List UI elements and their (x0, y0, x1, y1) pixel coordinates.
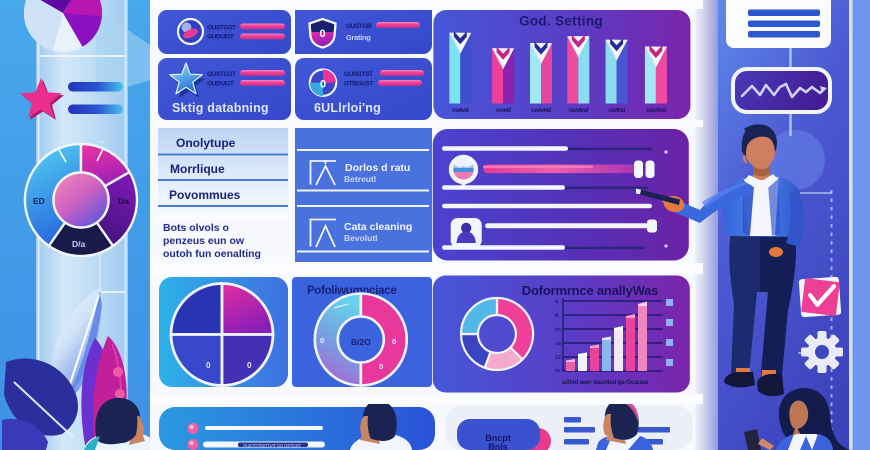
svg-text:D/a: D/a (72, 239, 86, 249)
svg-text:0: 0 (320, 79, 326, 91)
svg-text:ED: ED (33, 196, 45, 206)
svg-text:Grating: Grating (346, 33, 371, 42)
svg-text:12: 12 (555, 355, 561, 361)
svg-text:Betreutl: Betreutl (344, 174, 376, 184)
svg-text:cwvtnd: cwvtnd (569, 107, 589, 114)
svg-text:6ULlrloi'ng: 6ULlrloi'ng (314, 101, 381, 115)
svg-text:m: m (555, 368, 560, 374)
svg-text:cwtvnd: cwtvnd (531, 107, 551, 114)
svg-text:Bots olvols o: Bots olvols o (163, 222, 229, 234)
svg-text:Bevolutl: Bevolutl (344, 233, 378, 243)
svg-text:Dorlos d ratu: Dorlos d ratu (345, 162, 410, 174)
svg-text:Povommues: Povommues (169, 188, 241, 202)
svg-text:GUSTGST: GUSTGST (207, 25, 236, 32)
svg-text:0: 0 (320, 336, 324, 345)
svg-text:0: 0 (379, 362, 383, 371)
svg-text:cwnd: cwnd (496, 107, 511, 114)
svg-text:Doformrnce anallyWas: Doformrnce anallyWas (522, 283, 658, 298)
svg-text:outoh fun oenalting: outoh fun oenalting (163, 248, 261, 260)
svg-text:cwtnd: cwtnd (608, 107, 625, 114)
svg-text:GUSTGTESTGAT GG GSTGST: GUSTGTESTGAT GG GSTGST (243, 443, 301, 448)
svg-text:Cata cleaning: Cata cleaning (344, 221, 412, 233)
svg-text:God. Setting: God. Setting (519, 14, 603, 29)
svg-text:Da: Da (118, 196, 129, 206)
svg-text:cwtvd: cwtvd (452, 107, 468, 114)
svg-text:Sktig databning: Sktig databning (172, 101, 269, 115)
svg-text:penzeus eun ow: penzeus eun ow (163, 235, 245, 247)
svg-text:cs: cs (555, 327, 561, 333)
svg-text:d: d (555, 313, 558, 319)
svg-text:a: a (555, 299, 559, 305)
svg-text:0: 0 (392, 337, 396, 346)
svg-text:Morrlique: Morrlique (170, 162, 225, 176)
svg-text:0: 0 (206, 361, 211, 370)
svg-text:'*': '*' (99, 141, 105, 148)
svg-text:-"': -"' (57, 142, 65, 149)
svg-text:Bncpt: Bncpt (485, 433, 511, 443)
svg-text:Pofoliwumnciace: Pofoliwumnciace (307, 285, 396, 297)
svg-text:0: 0 (319, 28, 325, 40)
svg-text:cwvtnd: cwvtnd (646, 107, 666, 114)
svg-text:GUSTGR: GUSTGR (346, 23, 372, 30)
svg-text:Bnls: Bnls (488, 442, 508, 450)
svg-text:GUSGTST: GUSGTST (344, 71, 373, 78)
svg-text:GTBGUST: GTBGUST (344, 81, 373, 88)
svg-text:GUSTGST: GUSTGST (207, 71, 236, 78)
svg-text:B/2O: B/2O (351, 337, 371, 347)
svg-text:ca: ca (555, 341, 562, 347)
svg-text:Onolytupe: Onolytupe (176, 136, 236, 150)
svg-text:0: 0 (247, 361, 252, 370)
svg-text:aStvd awn daunted ga Gcauaa: aStvd awn daunted ga Gcauaa (562, 379, 648, 386)
svg-text:GUDUIST: GUDUIST (207, 34, 234, 41)
svg-text:GUDUIST: GUDUIST (207, 81, 234, 88)
